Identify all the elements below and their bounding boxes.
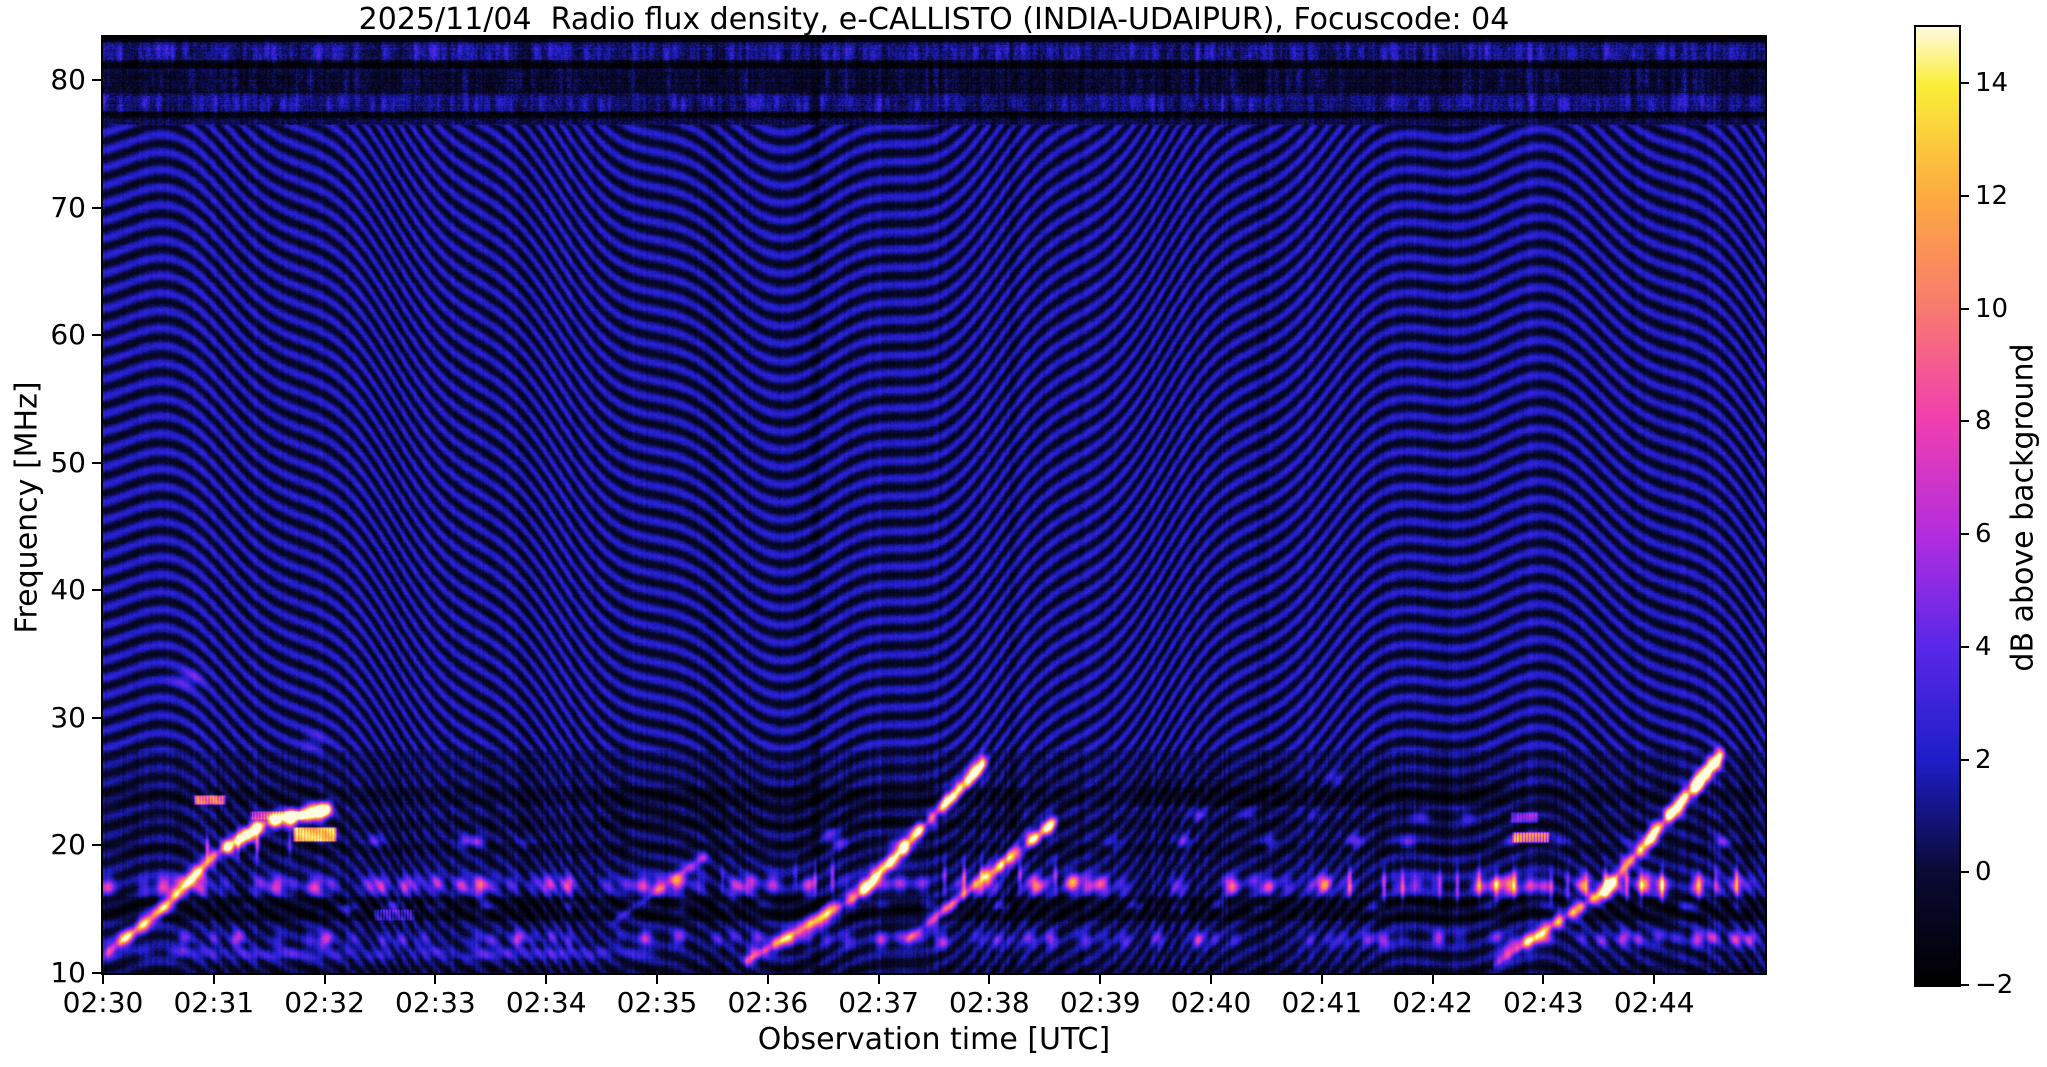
colorbar-canvas (1916, 27, 1959, 985)
y-tick-label: 40 (50, 573, 86, 607)
plot-area (101, 35, 1767, 975)
colorbar-tick-label: 14 (1975, 68, 2009, 99)
x-tick-label: 02:32 (284, 986, 365, 1019)
colorbar (1914, 25, 1961, 987)
x-tick-mark (1653, 975, 1656, 984)
colorbar-tick-mark (1961, 533, 1969, 536)
y-tick-label: 10 (50, 956, 86, 989)
x-tick-label: 02:34 (505, 986, 587, 1019)
x-tick-mark (102, 975, 104, 984)
y-tick-label: 70 (50, 190, 86, 224)
colorbar-tick-label: 10 (1975, 293, 2009, 324)
x-tick-mark (1210, 975, 1212, 984)
colorbar-tick-mark (1961, 307, 1969, 310)
y-tick-mark (92, 972, 101, 974)
x-tick-label: 02:36 (727, 986, 809, 1019)
x-tick-mark (1431, 975, 1434, 984)
colorbar-tick-mark (1961, 420, 1969, 423)
x-tick-label: 02:33 (395, 986, 476, 1019)
y-tick-mark (92, 79, 101, 82)
x-tick-mark (1320, 975, 1323, 984)
x-tick-label: 02:43 (1503, 986, 1584, 1019)
colorbar-tick-label: 2 (1975, 744, 1992, 775)
colorbar-tick-label: 8 (1975, 406, 1992, 437)
y-tick-label: 20 (50, 828, 86, 862)
y-tick-mark (92, 716, 101, 719)
colorbar-tick-mark (1961, 984, 1969, 986)
x-tick-mark (212, 975, 215, 984)
y-tick-mark (92, 844, 101, 847)
x-tick-label: 02:41 (1281, 986, 1363, 1019)
colorbar-tick-label: 6 (1975, 519, 1992, 550)
colorbar-tick-mark (1961, 195, 1969, 198)
x-tick-mark (656, 975, 658, 984)
x-tick-mark (434, 975, 437, 984)
colorbar-tick-label: 0 (1975, 857, 1992, 888)
y-tick-mark (92, 461, 101, 464)
x-tick-label: 02:39 (1059, 986, 1141, 1019)
chart-title: 2025/11/04 Radio flux density, e-CALLIST… (358, 2, 1510, 37)
colorbar-tick-label: −2 (1975, 970, 2014, 1000)
colorbar-tick-mark (1961, 645, 1969, 648)
colorbar-tick-label: 12 (1975, 181, 2009, 212)
x-tick-label: 02:42 (1392, 986, 1473, 1019)
x-axis-label: Observation time [UTC] (757, 1022, 1111, 1057)
x-tick-label: 02:38 (949, 986, 1030, 1019)
y-tick-label: 50 (50, 445, 86, 479)
x-tick-mark (766, 975, 769, 984)
x-tick-mark (988, 975, 991, 984)
colorbar-tick-label: 4 (1975, 631, 1992, 662)
y-tick-label: 80 (50, 63, 86, 97)
x-tick-mark (1099, 975, 1102, 984)
y-tick-label: 60 (50, 318, 86, 352)
x-tick-label: 02:40 (1170, 986, 1252, 1019)
y-tick-mark (92, 206, 101, 209)
x-tick-mark (545, 975, 548, 984)
y-tick-mark (92, 334, 101, 337)
colorbar-tick-mark (1961, 871, 1969, 874)
x-tick-mark (323, 975, 326, 984)
x-tick-mark (877, 975, 880, 984)
y-tick-label: 30 (50, 700, 86, 734)
colorbar-tick-mark (1961, 82, 1969, 85)
colorbar-tick-mark (1961, 758, 1969, 761)
spectrogram-canvas (103, 37, 1765, 973)
x-tick-label: 02:37 (838, 986, 919, 1019)
x-tick-label: 02:44 (1613, 986, 1695, 1019)
x-tick-label: 02:30 (62, 986, 144, 1019)
x-tick-label: 02:35 (616, 986, 698, 1019)
x-tick-mark (1542, 975, 1545, 984)
x-tick-label: 02:31 (173, 986, 255, 1019)
y-tick-mark (92, 589, 101, 592)
